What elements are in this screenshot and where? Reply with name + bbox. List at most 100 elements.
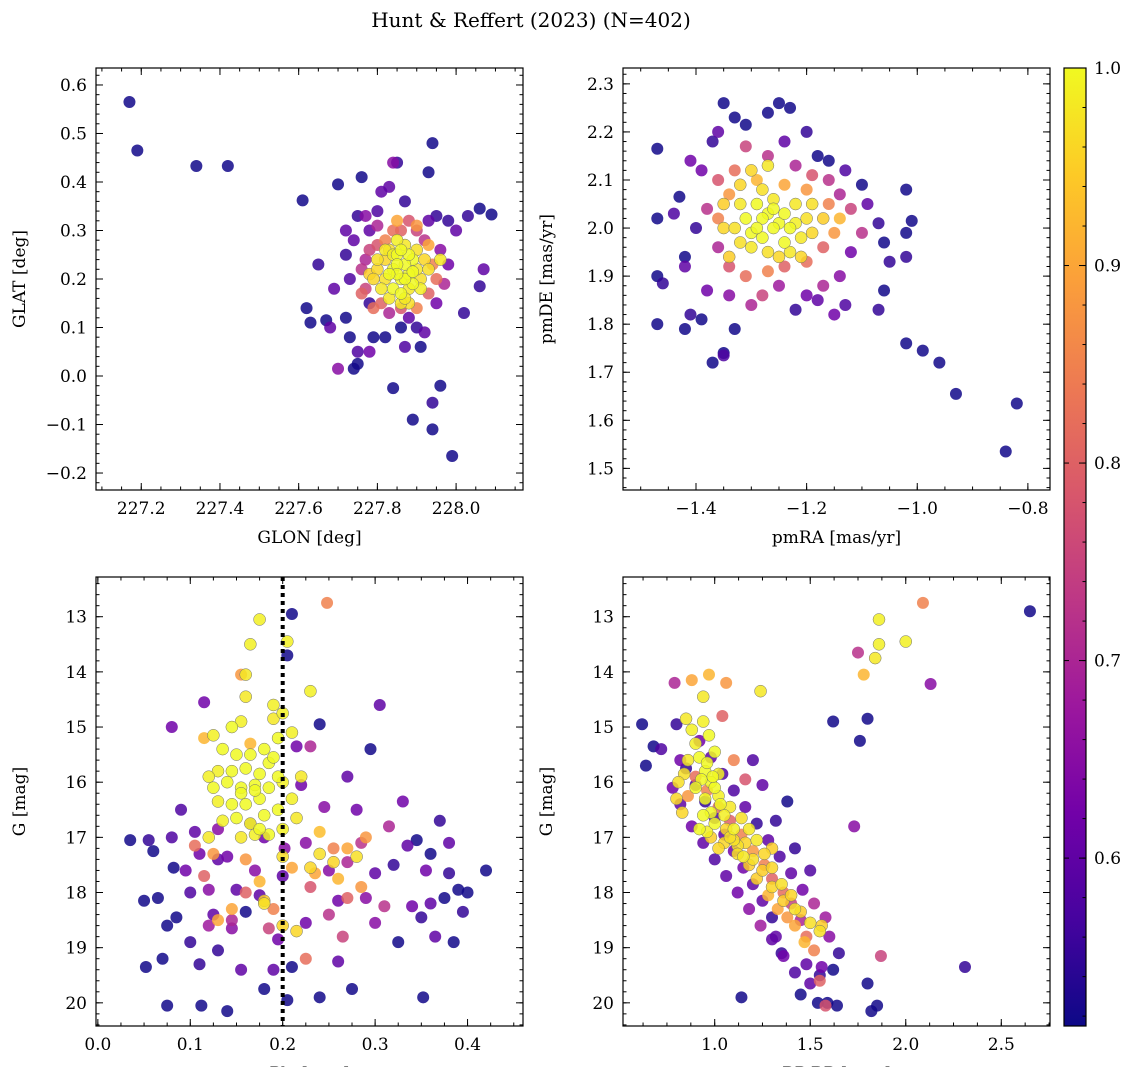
data-point — [767, 221, 780, 235]
data-point — [422, 166, 435, 179]
data-point — [861, 712, 874, 725]
data-point — [339, 224, 352, 237]
data-point — [379, 331, 392, 344]
data-point — [822, 154, 835, 167]
data-point — [639, 759, 652, 772]
data-point — [817, 279, 830, 292]
data-point — [396, 795, 409, 808]
data-point — [712, 241, 725, 254]
data-point — [351, 345, 364, 358]
data-point — [949, 387, 962, 400]
data-point — [716, 710, 729, 723]
data-point — [184, 936, 197, 949]
data-point — [739, 140, 752, 153]
y-tick-label: 18 — [65, 884, 87, 904]
data-point — [188, 825, 201, 838]
data-point — [294, 770, 308, 783]
points-pm — [651, 97, 1023, 458]
data-point — [717, 197, 730, 211]
data-point — [452, 883, 465, 896]
data-point — [685, 674, 698, 687]
data-point — [900, 183, 913, 196]
data-point — [761, 265, 774, 278]
data-point — [244, 737, 257, 750]
data-point — [244, 817, 257, 830]
axes-frame — [622, 67, 1051, 491]
data-point — [221, 159, 234, 172]
data-point — [179, 864, 192, 877]
data-point — [161, 919, 174, 932]
data-point — [225, 798, 239, 811]
data-point — [823, 930, 836, 943]
data-point — [394, 243, 408, 257]
y-tick-label: 14 — [65, 663, 87, 683]
data-point — [794, 988, 807, 1001]
data-point — [844, 246, 857, 259]
y-tick-label: 2.1 — [587, 171, 614, 191]
data-point — [731, 886, 744, 899]
data-point — [239, 853, 252, 866]
data-point — [433, 814, 446, 827]
data-point — [761, 149, 774, 162]
data-point — [861, 977, 874, 990]
data-point — [819, 999, 832, 1012]
data-point — [383, 306, 396, 319]
y-tick-label: 20 — [592, 994, 614, 1014]
data-point — [332, 955, 345, 968]
data-point — [672, 775, 685, 789]
data-point — [758, 847, 771, 861]
data-point — [712, 842, 725, 855]
data-point — [267, 751, 280, 764]
data-point — [234, 786, 248, 800]
data-point — [754, 919, 767, 932]
data-point — [712, 212, 725, 225]
data-point — [714, 798, 727, 811]
data-point — [253, 875, 266, 888]
data-point — [784, 889, 798, 902]
colorbar-frame — [1063, 67, 1087, 1027]
data-point — [800, 183, 813, 196]
data-point — [806, 169, 819, 182]
data-point — [781, 911, 794, 924]
data-point — [750, 197, 764, 211]
data-point — [805, 226, 819, 240]
data-point — [355, 880, 368, 893]
data-point — [382, 820, 395, 833]
data-point — [1023, 605, 1036, 618]
data-point — [773, 850, 786, 863]
data-point — [426, 137, 439, 150]
data-point — [417, 991, 430, 1004]
y-tick-label: 13 — [65, 608, 87, 628]
y-tick-label: −0.2 — [46, 464, 87, 484]
data-point — [727, 784, 740, 797]
colorbar-ticks: 1.0 0.9 0.8 0.7 0.6 — [1064, 59, 1121, 1017]
points-cmd-color — [636, 596, 1036, 1018]
data-point — [202, 883, 215, 896]
data-point — [696, 809, 710, 822]
data-point — [387, 858, 400, 871]
data-point — [244, 638, 257, 651]
y-tick-label: 0.2 — [60, 270, 87, 290]
data-point — [788, 966, 801, 979]
data-point — [900, 250, 913, 263]
data-point — [808, 897, 821, 910]
data-point — [190, 159, 203, 172]
data-point — [138, 894, 151, 907]
data-point — [248, 784, 262, 797]
data-point — [689, 737, 702, 750]
data-point — [778, 236, 791, 249]
y-tick-label: 16 — [65, 773, 87, 793]
data-point — [456, 905, 469, 918]
data-point — [230, 748, 243, 761]
data-point — [139, 960, 152, 973]
data-point — [394, 287, 408, 300]
points-sky — [123, 95, 498, 463]
data-point — [239, 886, 252, 899]
data-point — [446, 450, 459, 463]
data-point — [375, 282, 388, 295]
data-point — [723, 289, 736, 302]
data-point — [822, 198, 835, 211]
points-cmd-plx — [124, 596, 493, 1018]
data-point — [783, 245, 797, 259]
y-tick-label: 1.6 — [587, 411, 614, 431]
